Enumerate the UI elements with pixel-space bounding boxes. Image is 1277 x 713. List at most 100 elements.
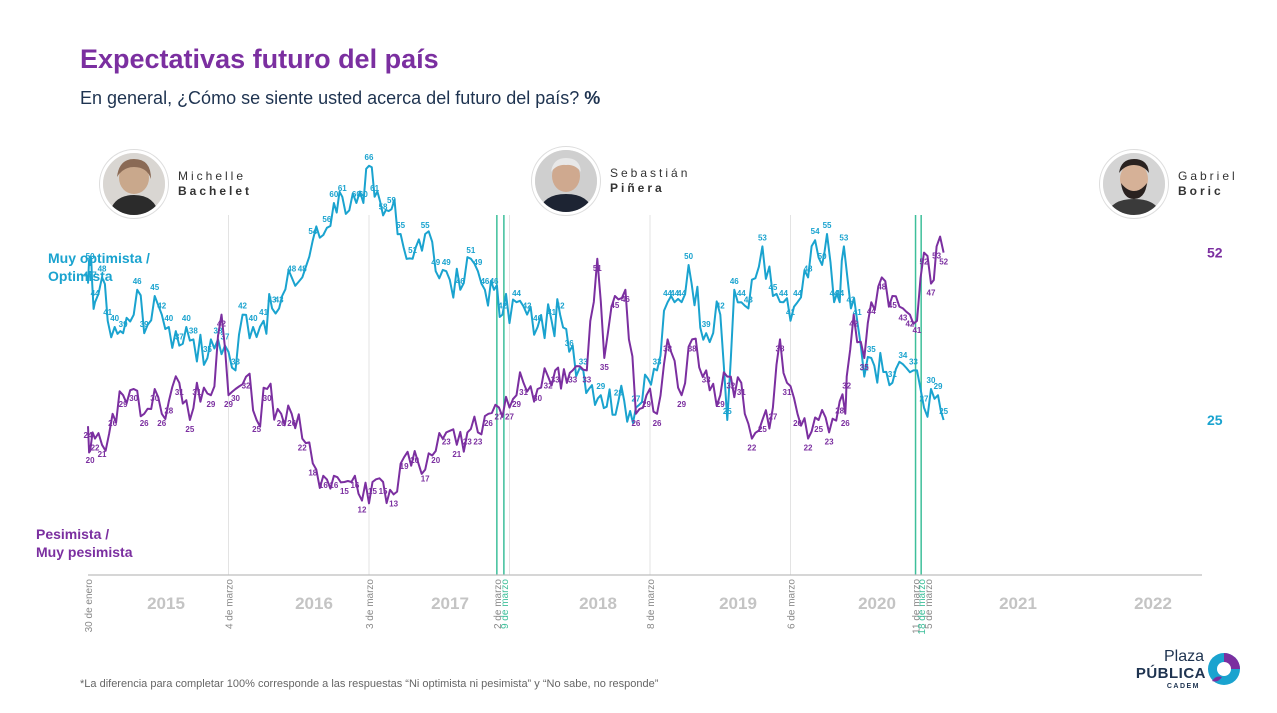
boric-last-name: Boric xyxy=(1178,184,1224,198)
optimista-data-label-90: 29 xyxy=(934,382,943,391)
pesimista-data-label-58: 38 xyxy=(663,344,672,353)
optimista-data-label-31: 60 xyxy=(352,190,361,199)
chart-title: Expectativas futuro del país xyxy=(80,44,439,74)
pesimista-data-label-69: 31 xyxy=(783,388,792,397)
optimista-data-label-42: 46 xyxy=(456,277,465,286)
optimista-data-label-6: 40 xyxy=(110,314,119,323)
optimista-data-label-74: 48 xyxy=(804,264,813,273)
logo-line1: Plaza xyxy=(1163,648,1204,665)
optimista-data-label-14: 40 xyxy=(182,314,191,323)
optimista-data-label-68: 43 xyxy=(744,295,753,304)
pesimista-final-label: 52 xyxy=(1207,245,1223,261)
pesimista-data-label-49: 33 xyxy=(568,375,577,384)
pesimista-data-label-50: 33 xyxy=(582,375,591,384)
pesimista-data-label-80: 48 xyxy=(877,282,886,291)
optimista-data-label-86: 34 xyxy=(898,351,907,360)
pesimista-data-label-79: 44 xyxy=(867,307,876,316)
optimista-data-label-4: 48 xyxy=(98,264,107,273)
pesimista-data-label-3: 21 xyxy=(98,450,107,459)
pesimista-data-label-63: 32 xyxy=(726,382,735,391)
pesimista-data-label-68: 38 xyxy=(776,344,785,353)
bachelet-photo xyxy=(100,150,168,218)
date-marker-7: 5 de marzo xyxy=(924,579,935,629)
optimista-data-label-48: 44 xyxy=(512,289,521,298)
optimista-data-label-91: 25 xyxy=(939,407,948,416)
optimista-data-label-65: 25 xyxy=(723,407,732,416)
optimista-data-label-55: 29 xyxy=(596,382,605,391)
logo-line3: CADEM xyxy=(1166,683,1200,690)
optimista-data-label-9: 39 xyxy=(140,320,149,329)
optimista-data-label-21: 40 xyxy=(249,314,258,323)
pesimista-data-label-42: 27 xyxy=(495,413,504,422)
optimista-data-label-71: 44 xyxy=(779,289,788,298)
optimista-data-label-54: 33 xyxy=(579,357,588,366)
pesimista-data-label-52: 35 xyxy=(600,363,609,372)
optimista-data-label-47: 42 xyxy=(498,302,507,311)
optimista-data-label-70: 45 xyxy=(768,283,777,292)
date-marker-9: 18 de marzo xyxy=(917,579,928,635)
pesimista-data-label-71: 22 xyxy=(804,444,813,453)
pesimista-data-label-87: 53 xyxy=(932,251,941,260)
optimista-data-label-82: 41 xyxy=(853,308,862,317)
pesimista-data-label-36: 20 xyxy=(431,456,440,465)
pesimista-data-label-53: 45 xyxy=(610,301,619,310)
pesimista-data-label-65: 22 xyxy=(747,444,756,453)
optimista-data-label-57: 27 xyxy=(631,395,640,404)
pesimista-data-label-59: 29 xyxy=(677,400,686,409)
pesimista-data-label-21: 26 xyxy=(277,419,286,428)
pesimista-data-label-4: 26 xyxy=(108,419,117,428)
pesimista-data-label-1: 20 xyxy=(86,456,95,465)
optimista-data-label-10: 45 xyxy=(150,283,159,292)
pesimista-label-line2: Muy pesimista xyxy=(36,544,133,560)
optimista-data-label-43: 51 xyxy=(466,246,475,255)
optimista-data-label-23: 43 xyxy=(268,295,277,304)
pesimista-data-label-7: 26 xyxy=(140,419,149,428)
optimista-data-label-60: 44 xyxy=(670,289,679,298)
pesimista-data-label-84: 41 xyxy=(912,326,921,335)
year-label-2016: 2016 xyxy=(295,594,333,613)
pesimista-data-label-72: 25 xyxy=(814,425,823,434)
chart-subtitle: En general, ¿Cómo se siente usted acerca… xyxy=(80,88,600,109)
optimista-data-label-38: 51 xyxy=(408,246,417,255)
logo-line2: PÚBLICA xyxy=(1135,665,1206,682)
subtitle-text: En general, ¿Cómo se siente usted acerca… xyxy=(80,88,585,108)
optimista-data-label-78: 44 xyxy=(830,289,839,298)
pesimista-data-label-22: 26 xyxy=(287,419,296,428)
pesimista-data-label-48: 33 xyxy=(551,375,560,384)
pesimista-series-line xyxy=(87,235,945,505)
pinera-last-name: Piñera xyxy=(610,181,665,195)
pesimista-data-label-10: 28 xyxy=(164,406,173,415)
optimista-data-label-30: 61 xyxy=(338,184,347,193)
optimista-data-label-19: 33 xyxy=(231,357,240,366)
optimista-data-label-63: 39 xyxy=(702,320,711,329)
optimista-data-label-39: 55 xyxy=(421,221,430,230)
optimista-data-label-3: 44 xyxy=(91,289,100,298)
date-marker-1: 4 de marzo xyxy=(225,579,236,629)
year-label-2018: 2018 xyxy=(579,594,617,613)
pesimista-data-label-13: 31 xyxy=(192,388,201,397)
boric-photo xyxy=(1100,150,1168,218)
pesimista-data-label-38: 21 xyxy=(452,450,461,459)
pesimista-data-label-5: 29 xyxy=(119,400,128,409)
pesimista-data-label-19: 25 xyxy=(252,425,261,434)
optimista-data-label-24: 43 xyxy=(275,295,284,304)
optimista-data-label-44: 49 xyxy=(473,258,482,267)
optimista-data-label-89: 30 xyxy=(927,376,936,385)
optimista-data-label-88: 27 xyxy=(920,395,929,404)
optimista-data-label-51: 41 xyxy=(547,308,556,317)
optimista-series-label: Muy optimista / Optimista xyxy=(48,249,208,285)
pesimista-data-label-26: 16 xyxy=(329,481,338,490)
year-label-2022: 2022 xyxy=(1134,594,1172,613)
bachelet-portrait-icon xyxy=(103,153,165,215)
date-marker-2: 3 de marzo xyxy=(365,579,376,629)
optimista-data-label-76: 50 xyxy=(818,252,827,261)
optimista-data-label-18: 37 xyxy=(221,333,230,342)
pesimista-data-label-9: 26 xyxy=(157,419,166,428)
pesimista-data-label-61: 33 xyxy=(702,375,711,384)
optimista-data-label-72: 41 xyxy=(786,308,795,317)
subtitle-unit: % xyxy=(584,88,601,108)
optimista-data-label-35: 58 xyxy=(379,202,388,211)
optimista-data-label-87: 33 xyxy=(909,357,918,366)
pesimista-data-label-24: 18 xyxy=(308,468,317,477)
year-label-2015: 2015 xyxy=(147,594,185,613)
